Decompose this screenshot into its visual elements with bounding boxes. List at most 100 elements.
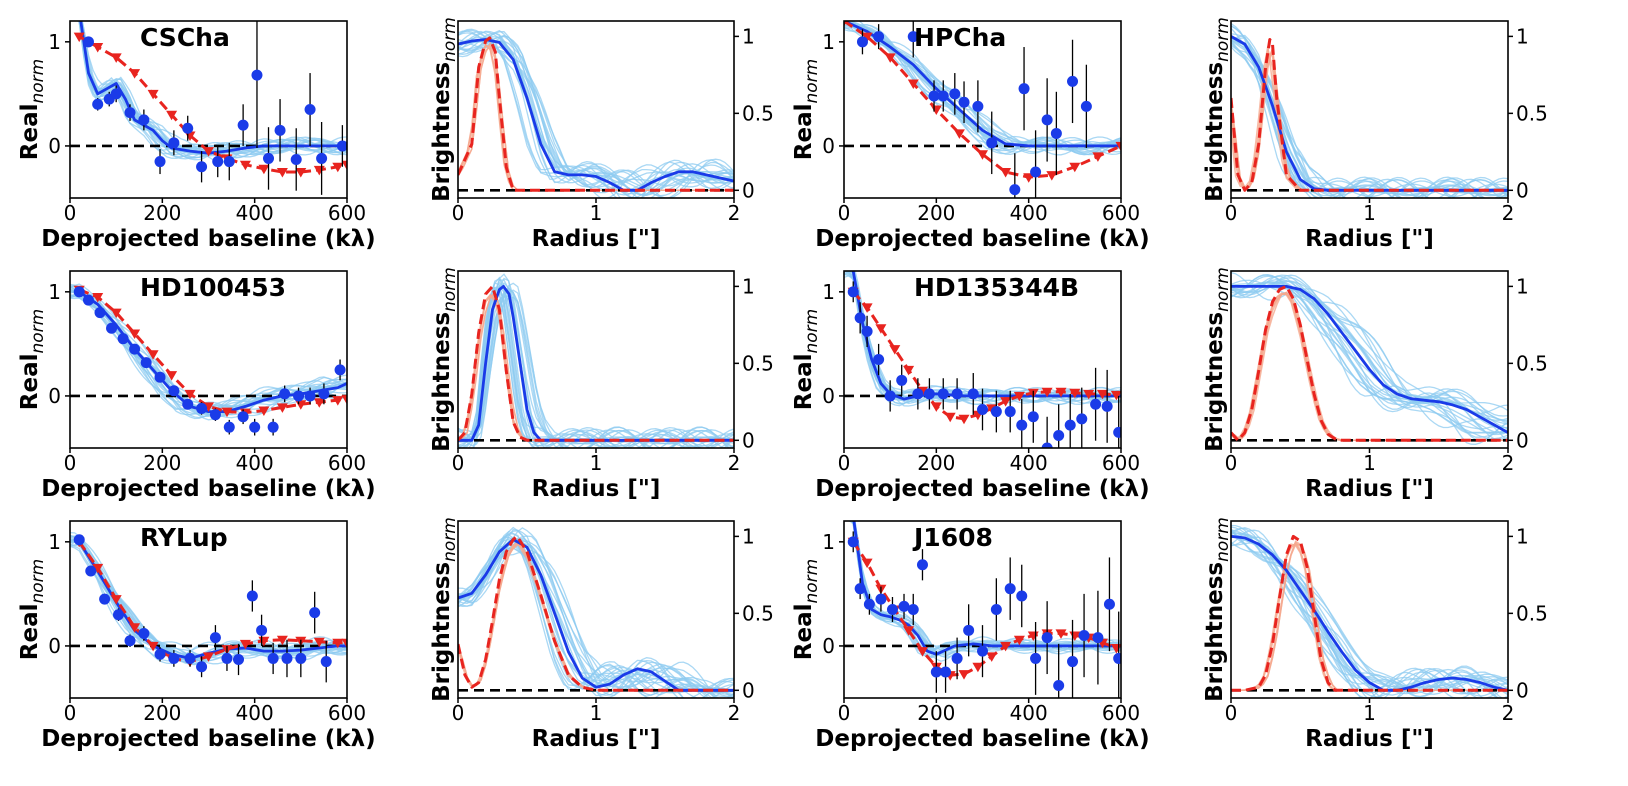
y-tick-label: 1 — [742, 274, 755, 298]
fit-sample-curve — [458, 537, 734, 693]
data-point — [212, 156, 224, 168]
data-point — [930, 666, 942, 678]
data-point — [949, 88, 961, 100]
model-marker — [861, 32, 873, 43]
x-tick-label: 0 — [64, 451, 77, 475]
data-point — [309, 607, 321, 619]
plot-area — [844, 271, 1121, 448]
fit-sample-curve — [458, 277, 734, 448]
data-point — [1053, 680, 1065, 692]
x-tick-label: 1 — [1363, 451, 1376, 475]
y-axis-label-main: Brightness — [429, 62, 455, 202]
data-point — [1067, 75, 1079, 87]
data-point — [110, 88, 122, 100]
x-tick-label: 0 — [452, 201, 465, 225]
y-axis-label: Brightnessnorm — [429, 17, 460, 202]
y-tick-label: 0.5 — [742, 351, 774, 375]
model-marker — [203, 402, 214, 412]
data-point — [320, 656, 332, 668]
y-tick-label: 1 — [48, 530, 61, 554]
y-tick-label: 1 — [742, 24, 755, 48]
model-marker — [92, 43, 104, 53]
data-point — [246, 590, 258, 602]
model-line — [1231, 534, 1508, 692]
model-marker — [1055, 387, 1067, 398]
fit-line — [458, 38, 734, 192]
data-point — [1030, 166, 1042, 178]
axes-frame — [843, 20, 1122, 199]
x-tick-label: 200 — [917, 701, 955, 725]
y-tick-label: 0 — [822, 384, 835, 408]
model-marker — [1115, 141, 1121, 152]
fit-line — [458, 538, 734, 692]
data-point — [318, 388, 330, 400]
y-axis-label: Realnorm — [791, 309, 822, 410]
model-marker — [203, 147, 214, 157]
x-tick-label: 400 — [236, 201, 274, 225]
data-point — [251, 69, 263, 81]
x-tick-label: 200 — [917, 451, 955, 475]
data-point — [1103, 598, 1115, 610]
data-point — [1113, 652, 1121, 664]
x-tick-label: 2 — [1502, 201, 1515, 225]
y-tick-label: 1 — [1516, 274, 1529, 298]
model-marker — [147, 89, 159, 100]
data-point — [336, 140, 347, 152]
model-marker — [1055, 629, 1067, 639]
y-tick-label: 1 — [822, 530, 835, 554]
y-axis-label-sub: norm — [1213, 17, 1233, 62]
y-tick-label: 0 — [742, 678, 755, 702]
x-tick-label: 200 — [917, 201, 955, 225]
y-axis-label: Brightnessnorm — [1202, 517, 1233, 702]
panel-title: HD100453 — [140, 273, 286, 302]
data-point — [875, 593, 887, 605]
data-point — [73, 534, 85, 546]
data-point — [94, 307, 106, 319]
y-tick-label: 0.5 — [1516, 101, 1548, 125]
model-marker — [861, 303, 873, 313]
model-marker — [1013, 391, 1025, 402]
y-axis-label: Realnorm — [17, 309, 48, 410]
y-axis-label-sub: norm — [440, 267, 460, 312]
data-point — [1004, 406, 1016, 418]
data-point — [977, 403, 988, 415]
panel-title: CSCha — [140, 23, 230, 52]
fit-sample-curve — [1231, 283, 1508, 412]
model-marker — [92, 293, 104, 303]
data-point — [182, 398, 194, 410]
data-point — [182, 122, 194, 134]
data-point — [1016, 590, 1028, 602]
data-point — [1113, 426, 1121, 438]
data-point — [1067, 656, 1079, 668]
y-axis-label-sub: norm — [28, 59, 48, 104]
model-sample-curve — [458, 295, 734, 442]
x-axis-label: Radius ["] — [1305, 226, 1434, 252]
data-point — [1009, 184, 1021, 196]
x-axis-label: Deprojected baseline (kλ) — [41, 226, 375, 252]
data-point — [986, 137, 998, 149]
data-point — [221, 652, 233, 664]
data-point — [1041, 114, 1053, 126]
data-point — [1050, 127, 1062, 139]
x-tick-label: 0 — [64, 701, 77, 725]
model-marker — [972, 662, 984, 673]
model-marker — [73, 32, 85, 43]
fit-sample-curve — [1231, 527, 1508, 698]
model-line — [458, 534, 734, 692]
fit-sample-curve — [458, 30, 734, 197]
fit-sample-curve — [458, 527, 720, 698]
data-point — [1080, 100, 1092, 112]
x-tick-label: 200 — [143, 451, 181, 475]
model-marker — [147, 350, 159, 360]
panel-title: J1608 — [912, 523, 993, 552]
x-tick-label: 0 — [1225, 451, 1238, 475]
data-point — [85, 565, 97, 577]
axes-frame — [843, 270, 1122, 449]
data-point — [237, 411, 249, 423]
panel-visibility-2-2: 0 200 400 600 0 1 Deprojected baseline (kλ) Rea… — [791, 520, 1150, 752]
data-point — [196, 402, 208, 414]
fit-sample-curve — [458, 31, 734, 191]
data-point — [1076, 413, 1088, 425]
data-point — [184, 652, 196, 664]
data-point — [263, 152, 275, 164]
